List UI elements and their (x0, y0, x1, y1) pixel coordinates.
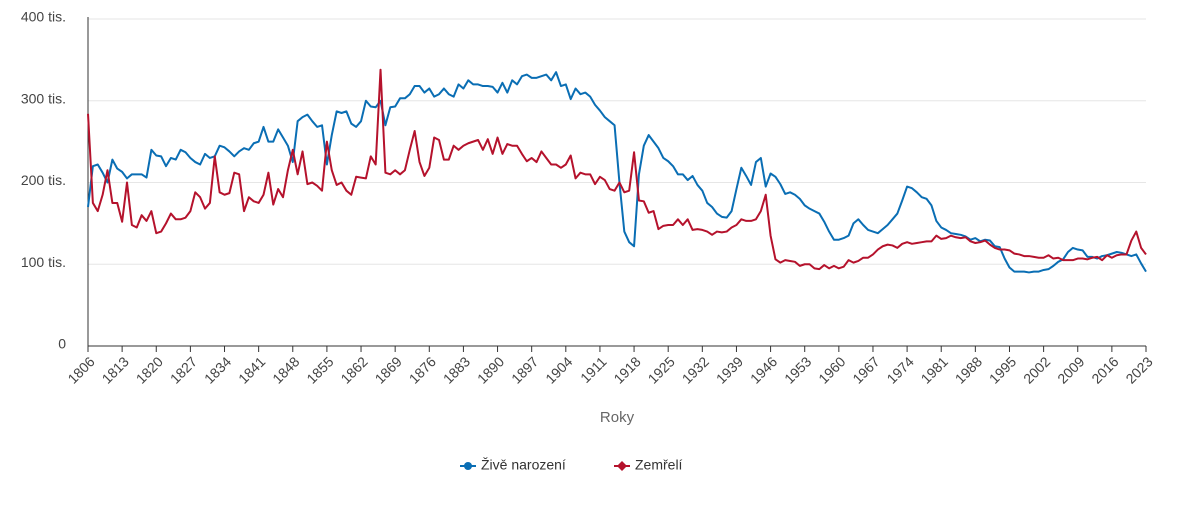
y-tick-label: 200 tis. (21, 172, 66, 188)
x-tick-label: 1813 (99, 353, 132, 386)
x-tick-label: 2016 (1088, 353, 1121, 386)
x-tick-label: 1974 (883, 353, 916, 386)
x-tick-label: 2023 (1122, 353, 1155, 386)
x-tick-label: 1918 (610, 353, 643, 386)
x-tick-label: 1946 (747, 353, 780, 386)
legend-marker (464, 462, 472, 470)
x-tick-label: 1869 (372, 353, 405, 386)
x-tick-label: 1862 (337, 353, 370, 386)
x-tick-label: 1855 (303, 353, 336, 386)
x-tick-label: 1939 (713, 353, 746, 386)
legend-label: Zemřelí (635, 457, 683, 473)
x-tick-label: 1827 (167, 353, 200, 386)
y-tick-label: 0 (58, 336, 66, 352)
x-axis-title: Roky (600, 409, 635, 426)
x-tick-label: 2009 (1054, 353, 1087, 386)
x-tick-label: 1925 (645, 353, 678, 386)
x-tick-label: 1806 (64, 353, 97, 386)
x-tick-label: 2002 (1020, 353, 1053, 386)
legend-marker (617, 461, 627, 471)
x-tick-label: 1953 (781, 353, 814, 386)
series-line (87, 68, 1147, 271)
legend-label: Živě narození (481, 457, 566, 473)
x-tick-label: 1841 (235, 353, 268, 386)
y-tick-label: 300 tis. (21, 90, 66, 106)
x-tick-label: 1848 (269, 353, 302, 386)
x-tick-label: 1911 (577, 353, 610, 386)
x-tick-label: 1967 (849, 353, 882, 386)
x-tick-label: 1995 (986, 353, 1019, 386)
x-tick-label: 1960 (815, 353, 848, 386)
x-tick-label: 1981 (918, 353, 951, 386)
x-tick-label: 1904 (542, 353, 575, 386)
y-tick-label: 100 tis. (21, 254, 66, 270)
series-line (87, 71, 1147, 274)
x-tick-label: 1890 (474, 353, 507, 386)
x-tick-label: 1897 (508, 353, 541, 386)
x-tick-label: 1820 (133, 353, 166, 386)
x-tick-label: 1883 (440, 353, 473, 386)
x-tick-label: 1834 (201, 353, 234, 386)
y-tick-label: 400 tis. (21, 9, 66, 25)
x-tick-label: 1988 (952, 353, 985, 386)
x-tick-label: 1876 (406, 353, 439, 386)
x-tick-label: 1932 (679, 353, 712, 386)
